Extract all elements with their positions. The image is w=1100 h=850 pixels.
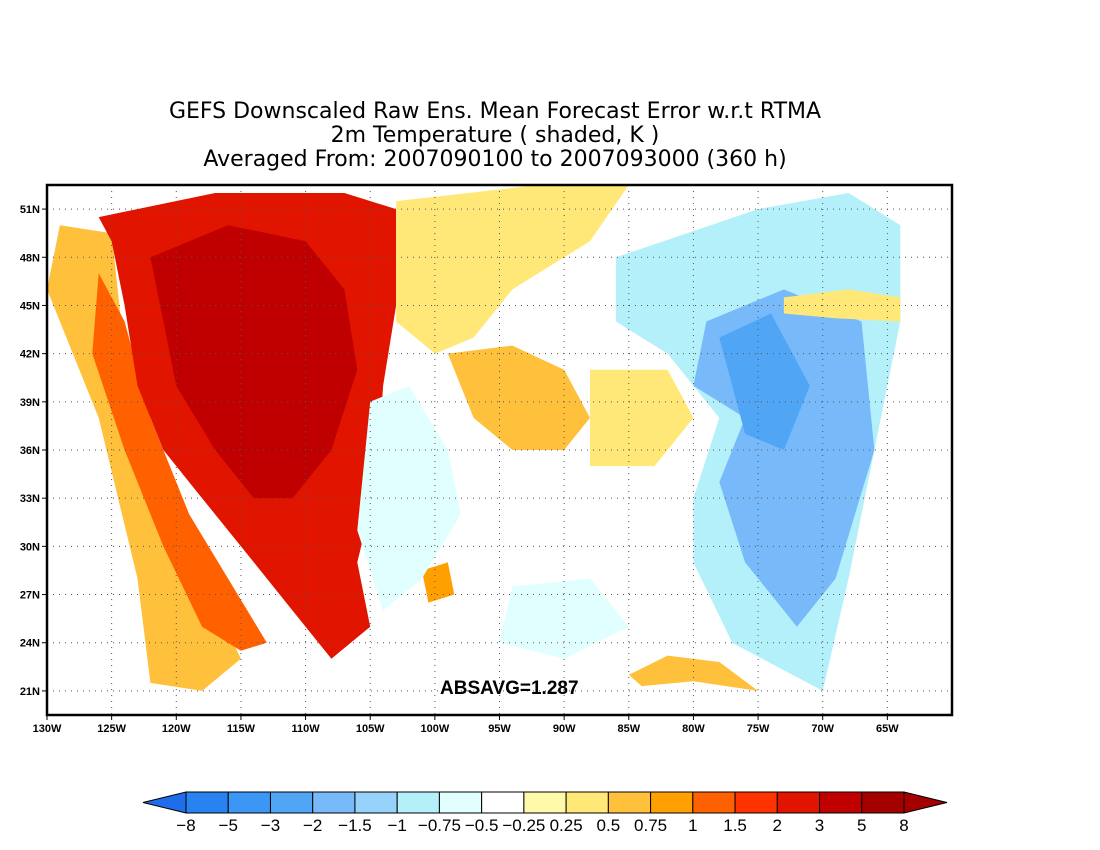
colorbar-box — [607, 791, 652, 814]
y-tick-label: 24N — [20, 638, 40, 650]
title-line-3: Averaged From: 2007090100 to 2007093000 … — [203, 147, 787, 172]
shaded-region-northeast-warm-streak — [783, 289, 901, 322]
colorbar-label: −2 — [303, 816, 322, 835]
colorbar-box — [819, 791, 863, 814]
colorbar-box — [269, 791, 314, 814]
colorbar-box — [692, 791, 736, 814]
absavg-annotation: ABSAVG=1.287 — [440, 678, 579, 699]
shaded-region-ohio-valley-warm — [590, 369, 694, 467]
colorbar-label: −1 — [387, 816, 406, 835]
shaded-region-gulf-cooler — [499, 578, 629, 659]
colorbar-box — [650, 791, 694, 814]
shaded-region-texas-warm-spot — [421, 562, 455, 603]
colorbar-label: −0.5 — [465, 816, 499, 835]
colorbar-label: −0.25 — [502, 816, 545, 835]
colorbar-box — [776, 791, 821, 814]
y-tick-label: 21N — [20, 686, 40, 698]
x-tick-label: 110W — [292, 723, 321, 735]
y-tick-label: 48N — [20, 252, 40, 264]
x-tick-label: 115W — [227, 723, 256, 735]
shaded-region-midwest-warm-patch — [447, 345, 590, 450]
colorbar-box — [396, 791, 440, 814]
y-tick-label: 42N — [20, 349, 40, 361]
colorbar-label: −8 — [176, 816, 195, 835]
colorbar-box — [185, 791, 229, 814]
colorbar-box — [354, 791, 398, 814]
tick-labels: 130W 125W 120W 115W 110W 105W 100W 95W 90W 85W 80W… — [20, 204, 899, 735]
colorbar-label: −1.5 — [338, 816, 372, 835]
x-tick-label: 70W — [811, 723, 834, 735]
colorbar-box — [312, 791, 356, 814]
shaded-region-cuba-warm — [628, 655, 759, 691]
colorbar-label: 1 — [688, 816, 697, 835]
y-tick-label: 45N — [20, 300, 40, 312]
colorbar-label: 3 — [815, 816, 824, 835]
colorbar-box — [481, 791, 525, 814]
x-tick-label: 100W — [420, 723, 449, 735]
colorbar-label: 0.5 — [597, 816, 621, 835]
colorbar-box — [565, 791, 609, 814]
colorbar-arrow-right — [903, 791, 948, 814]
shaded-region-central-plains-warm — [396, 185, 629, 354]
colorbar-box — [734, 791, 778, 814]
colorbar-label: 8 — [899, 816, 908, 835]
grid-layer — [47, 185, 952, 715]
colorbar-arrow-left — [142, 791, 187, 814]
colorbar-label: 5 — [857, 816, 866, 835]
colorbar: −8 −5 −3 −2 −1.5 −1 −0.75 −0.5 −0.25 0.25 0.5 0.75 1… — [142, 791, 948, 835]
y-tick-label: 27N — [20, 590, 40, 602]
y-tick-label: 51N — [20, 204, 40, 216]
shaded-region-east-coast-cold — [719, 313, 810, 450]
colorbar-box — [438, 791, 483, 814]
colorbar-label: 1.5 — [723, 816, 747, 835]
x-tick-label: 75W — [747, 723, 770, 735]
y-tick-label: 36N — [20, 445, 40, 457]
colorbar-box — [227, 791, 271, 814]
x-tick-label: 130W — [33, 723, 62, 735]
x-tick-label: 90W — [553, 723, 576, 735]
y-tick-label: 30N — [20, 541, 40, 553]
shading-layer — [47, 185, 901, 691]
x-tick-label: 65W — [876, 723, 899, 735]
colorbar-box — [523, 791, 567, 814]
x-tick-label: 125W — [97, 723, 126, 735]
title-line-2: 2m Temperature ( shaded, K ) — [330, 123, 660, 148]
colorbar-label: 0.75 — [634, 816, 667, 835]
colorbar-label: −3 — [261, 816, 280, 835]
x-tick-label: 85W — [617, 723, 640, 735]
map-title: GEFS Downscaled Raw Ens. Mean Forecast E… — [0, 100, 990, 172]
x-tick-label: 95W — [488, 723, 511, 735]
colorbar-box — [861, 791, 905, 814]
colorbar-label: 0.25 — [550, 816, 583, 835]
x-tick-label: 105W — [356, 723, 385, 735]
title-line-1: GEFS Downscaled Raw Ens. Mean Forecast E… — [168, 99, 822, 124]
colorbar-label: 2 — [773, 816, 782, 835]
x-tick-label: 120W — [162, 723, 191, 735]
shaded-region-plains-cool — [357, 385, 461, 611]
colorbar-label: −5 — [219, 816, 238, 835]
y-tick-label: 39N — [20, 397, 40, 409]
x-tick-label: 80W — [682, 723, 705, 735]
y-tick-label: 33N — [20, 493, 40, 505]
colorbar-label: −0.75 — [418, 816, 461, 835]
